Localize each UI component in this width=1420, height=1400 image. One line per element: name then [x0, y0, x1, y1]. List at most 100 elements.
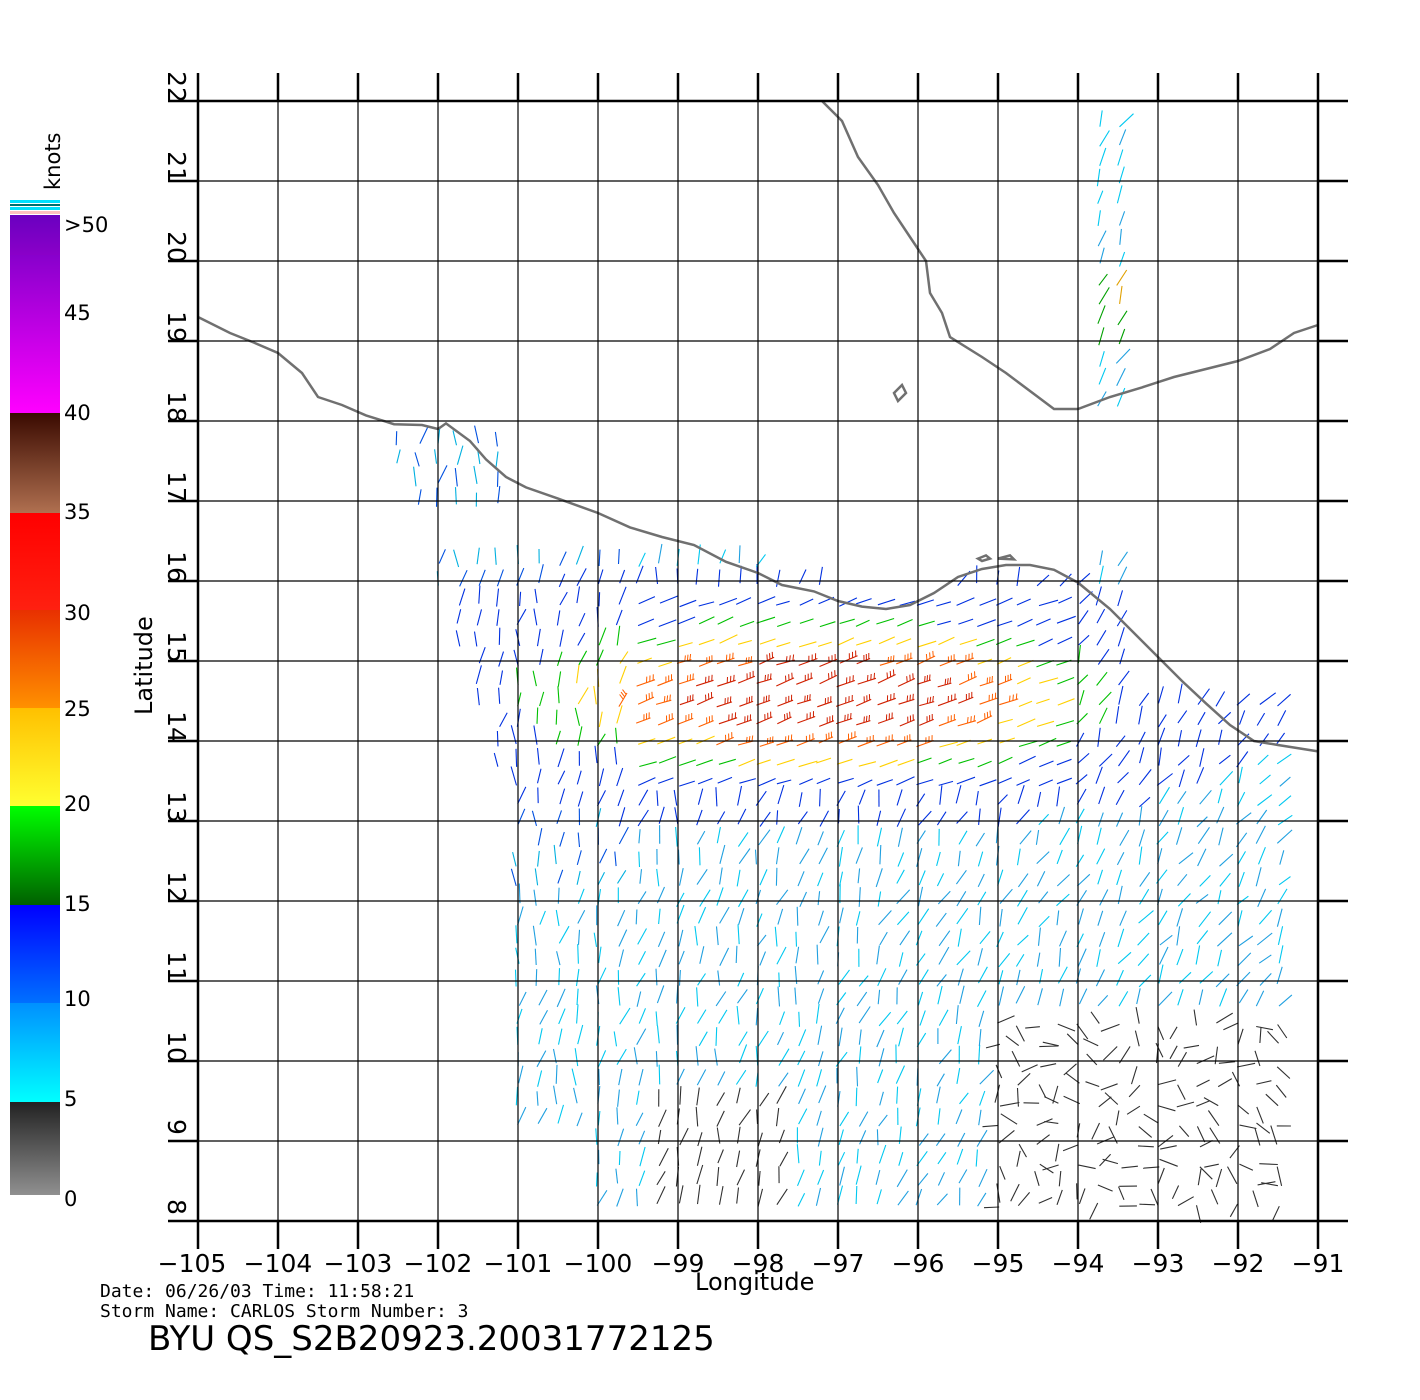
- wind-barb: [1018, 700, 1033, 708]
- wind-barb: [1117, 928, 1125, 948]
- wind-barb: [897, 852, 905, 867]
- wind-barb: [419, 426, 429, 444]
- wind-barb: [956, 597, 975, 606]
- wind-barb: [478, 585, 481, 604]
- wind-barb: [1077, 948, 1087, 967]
- wind-barb: [877, 968, 887, 987]
- wind-barb: [896, 1169, 908, 1188]
- wind-barb: [1076, 873, 1091, 887]
- wind-barb: [1217, 788, 1223, 804]
- wind-barb: [696, 1184, 701, 1205]
- wind-barb: [1117, 551, 1128, 567]
- wind-barb: [655, 968, 658, 986]
- wind-barb: [577, 726, 583, 746]
- wind-barb: [796, 906, 799, 926]
- wind-barb: [717, 616, 734, 625]
- wind-barb: [1196, 1126, 1206, 1143]
- wind-barb: [978, 906, 982, 926]
- wind-barb: [658, 1064, 661, 1085]
- wind-barb: [795, 946, 800, 964]
- barb-feather: [684, 655, 686, 662]
- wind-barb: [1036, 791, 1042, 807]
- wind-barb: [576, 568, 587, 587]
- wind-barb: [775, 867, 778, 886]
- wind-barb: [1097, 210, 1101, 226]
- wind-barb: [1257, 888, 1267, 908]
- wind-barb: [1017, 907, 1028, 925]
- wind-barb: [716, 1167, 720, 1186]
- wind-barb: [1215, 1168, 1223, 1188]
- wind-barb: [658, 661, 672, 668]
- wind-barb: [618, 1150, 621, 1166]
- wind-barb: [817, 988, 825, 1004]
- wind-barb: [617, 1089, 620, 1107]
- colorbar-segment: [10, 513, 60, 610]
- wind-barb: [1257, 846, 1266, 865]
- wind-barb: [696, 987, 699, 1007]
- wind-barb: [937, 682, 952, 688]
- wind-barb: [518, 1065, 524, 1084]
- wind-barb: [1218, 1061, 1236, 1064]
- wind-barb: [618, 586, 627, 605]
- wind-barb: [1010, 1183, 1020, 1202]
- wind-barb: [594, 745, 598, 764]
- wind-barb: [736, 1169, 745, 1186]
- wind-barb: [1096, 671, 1108, 686]
- barb-feather: [906, 695, 909, 702]
- wind-barb: [719, 947, 730, 967]
- wind-barb: [696, 759, 713, 767]
- wind-barb: [1078, 1164, 1096, 1170]
- colorbar-segment: [10, 413, 60, 513]
- wind-barb: [638, 851, 641, 868]
- wind-barb: [1034, 1171, 1040, 1186]
- wind-barb: [1021, 1064, 1038, 1073]
- wind-barb: [736, 1187, 740, 1204]
- wind-barb: [819, 621, 836, 628]
- wind-barb: [1197, 826, 1210, 845]
- wind-barb: [1097, 305, 1106, 324]
- wind-barb: [1102, 1158, 1119, 1165]
- wind-barb: [495, 451, 499, 467]
- wind-barb: [979, 598, 997, 606]
- wind-barb: [1252, 1190, 1259, 1208]
- wind-barb: [1265, 1093, 1279, 1107]
- wind-barb: [536, 707, 539, 724]
- wind-barb: [1236, 895, 1249, 905]
- wind-barb: [1199, 1166, 1213, 1180]
- wind-barb: [797, 1192, 806, 1207]
- wind-barb: [1207, 1110, 1220, 1127]
- plot-frame: [196, 99, 1320, 1223]
- wind-barb: [815, 1003, 820, 1024]
- wind-barb: [694, 926, 698, 946]
- wind-barb: [777, 1031, 784, 1046]
- wind-barb: [1258, 954, 1272, 964]
- wind-barb: [738, 1109, 751, 1126]
- wind-barb: [937, 620, 951, 626]
- wind-barb: [1236, 971, 1251, 987]
- lon-tick-label: −101: [484, 1249, 553, 1278]
- wind-barb: [1036, 851, 1050, 864]
- wind-barb: [1076, 788, 1087, 805]
- wind-barb: [658, 908, 661, 925]
- wind-barb: [1197, 1168, 1202, 1186]
- wind-barb: [656, 985, 665, 1004]
- wind-barb: [698, 616, 715, 625]
- wind-barb: [1095, 766, 1103, 784]
- wind-barb: [617, 909, 626, 927]
- wind-barb: [1117, 627, 1125, 647]
- wind-barb: [678, 616, 696, 625]
- wind-barb: [1121, 1165, 1138, 1169]
- wind-barb: [1036, 720, 1055, 727]
- wind-barb: [619, 651, 629, 664]
- barb-feather: [789, 655, 791, 662]
- wind-barb: [797, 715, 816, 724]
- wind-barb: [897, 827, 903, 847]
- wind-barb: [638, 596, 656, 605]
- wind-barb: [977, 873, 985, 888]
- wind-barb: [1177, 790, 1187, 805]
- wind-barb: [597, 1050, 607, 1067]
- wind-barb: [879, 759, 898, 768]
- wind-barb: [615, 1168, 619, 1184]
- wind-barb: [819, 788, 821, 807]
- wind-barb: [1096, 168, 1101, 187]
